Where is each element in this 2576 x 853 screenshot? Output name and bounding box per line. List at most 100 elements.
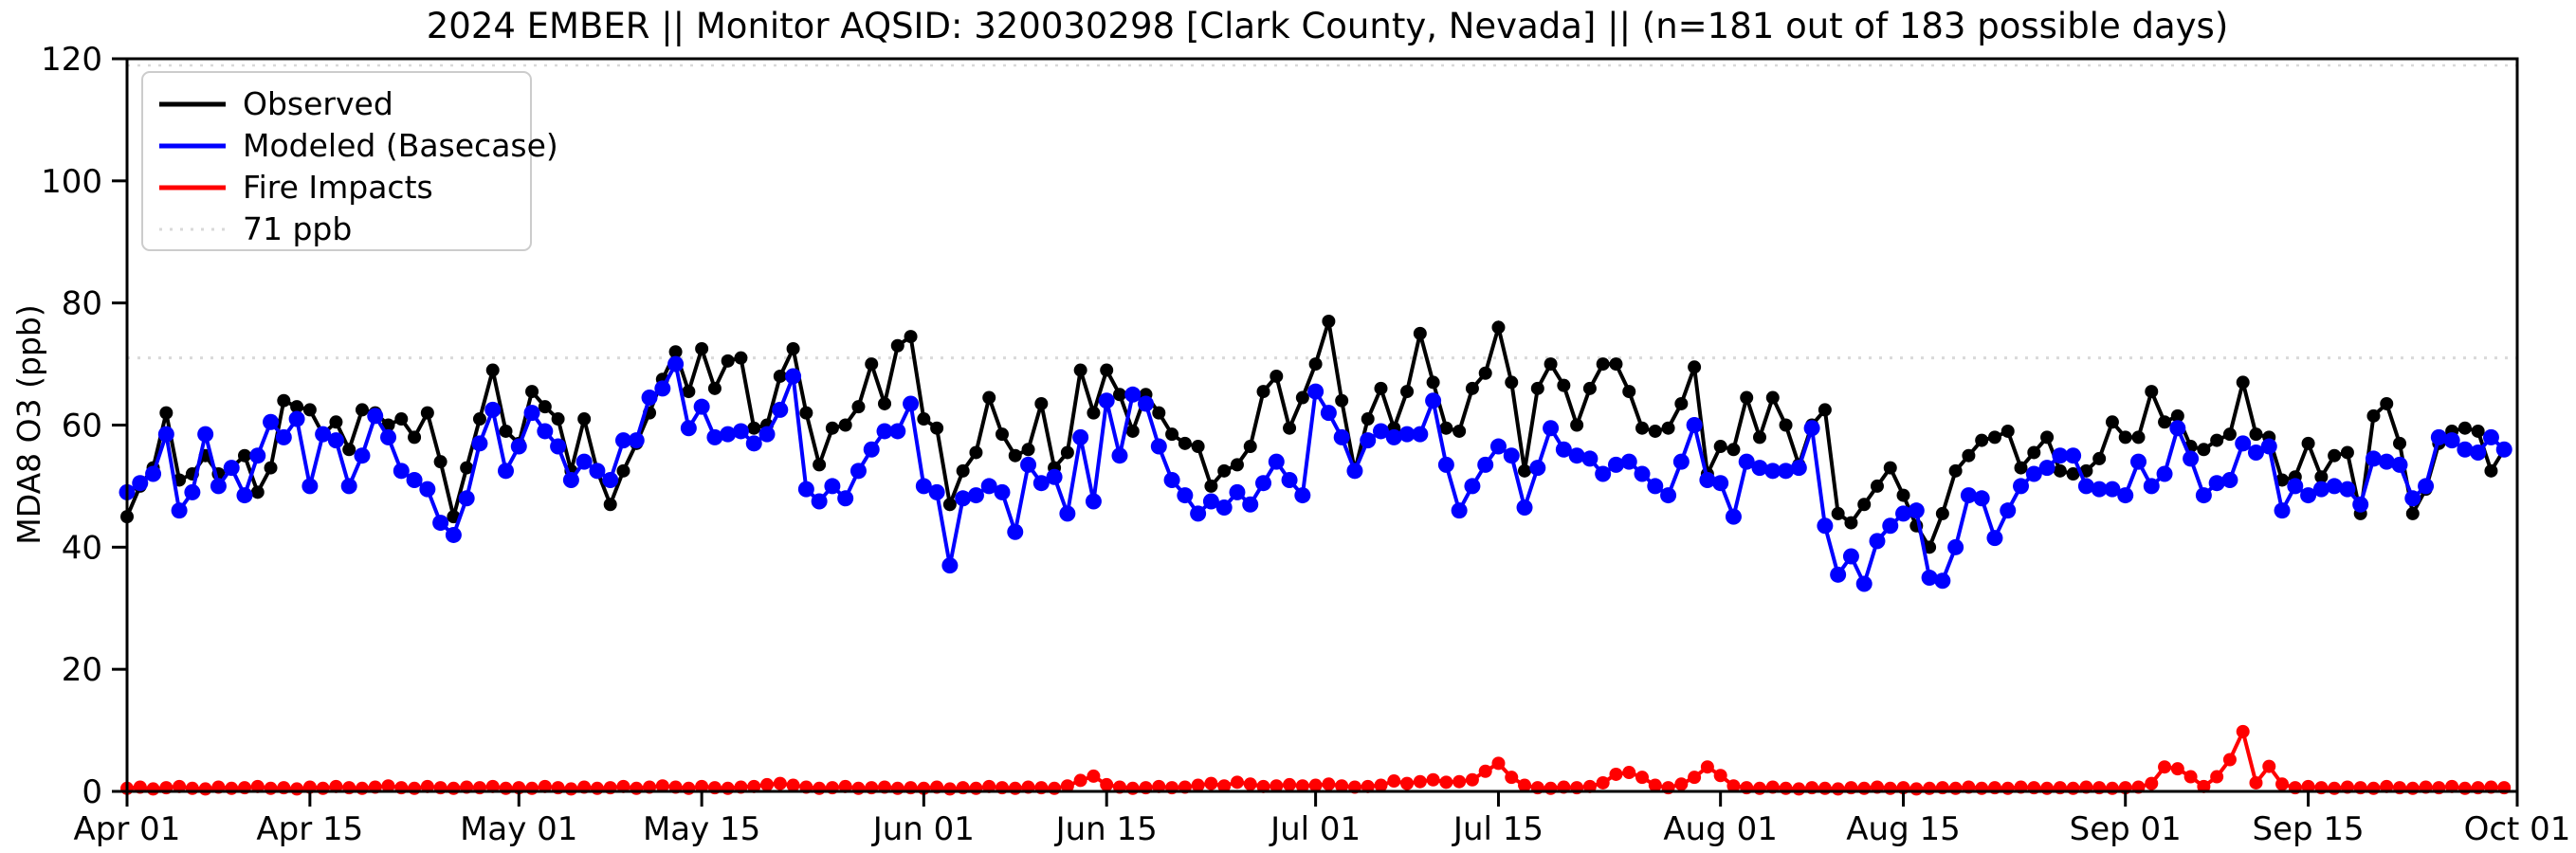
data-point bbox=[1270, 369, 1284, 383]
data-point bbox=[2405, 781, 2420, 795]
data-point bbox=[1165, 427, 1179, 442]
data-point bbox=[1661, 421, 1675, 435]
legend-label: Modeled (Basecase) bbox=[243, 127, 558, 164]
data-point bbox=[1374, 778, 1388, 792]
x-tick-label: Sep 01 bbox=[2070, 810, 2182, 848]
data-point bbox=[1688, 360, 1702, 374]
data-point bbox=[2326, 478, 2343, 495]
data-point bbox=[1712, 475, 1729, 492]
data-point bbox=[2430, 428, 2447, 445]
data-point bbox=[1923, 540, 1937, 554]
data-point bbox=[1634, 465, 1651, 482]
x-tick-label: Oct 01 bbox=[2464, 810, 2571, 848]
data-point bbox=[917, 412, 931, 426]
data-point bbox=[458, 490, 475, 507]
data-point bbox=[1295, 779, 1309, 793]
data-point bbox=[850, 463, 867, 480]
data-point bbox=[2183, 770, 2198, 784]
y-tick-label: 100 bbox=[41, 163, 102, 201]
data-point bbox=[250, 485, 265, 499]
y-tick-label: 120 bbox=[41, 41, 102, 79]
data-point bbox=[1752, 781, 1766, 795]
data-point bbox=[1908, 502, 1925, 519]
data-point bbox=[538, 779, 552, 793]
data-point bbox=[915, 478, 932, 495]
data-point bbox=[1439, 775, 1453, 789]
data-point bbox=[1790, 460, 1807, 477]
data-point bbox=[1215, 499, 1233, 516]
data-point bbox=[288, 410, 305, 427]
data-point bbox=[1177, 487, 1194, 504]
data-point bbox=[184, 483, 201, 500]
data-point bbox=[982, 779, 996, 793]
data-point bbox=[2221, 471, 2238, 488]
data-point bbox=[2340, 445, 2354, 460]
data-point bbox=[838, 418, 852, 432]
data-point bbox=[157, 426, 174, 443]
data-point bbox=[2300, 487, 2317, 504]
data-point bbox=[1190, 505, 1207, 522]
data-point bbox=[682, 781, 696, 795]
data-point bbox=[1882, 517, 1899, 535]
data-point bbox=[2040, 781, 2055, 795]
data-point bbox=[813, 781, 827, 795]
data-point bbox=[2366, 408, 2381, 423]
data-point bbox=[2183, 450, 2200, 467]
data-point bbox=[1620, 453, 1637, 470]
data-point bbox=[277, 393, 291, 408]
data-point bbox=[1125, 424, 1140, 438]
data-point bbox=[1204, 776, 1218, 790]
data-point bbox=[132, 475, 149, 492]
data-point bbox=[1255, 475, 1272, 492]
data-point bbox=[523, 405, 540, 422]
data-point bbox=[408, 781, 422, 795]
data-point bbox=[1150, 438, 1167, 455]
data-point bbox=[1217, 463, 1232, 478]
y-tick-label: 60 bbox=[62, 408, 102, 445]
x-tick-label: Aug 15 bbox=[1846, 810, 1960, 848]
data-point bbox=[499, 424, 513, 438]
data-point bbox=[1713, 440, 1727, 454]
data-point bbox=[2391, 456, 2408, 473]
data-point bbox=[1283, 777, 1297, 791]
data-point bbox=[342, 443, 356, 457]
data-point bbox=[1230, 775, 1244, 789]
data-point bbox=[1975, 781, 1989, 795]
data-point bbox=[2235, 435, 2252, 452]
data-point bbox=[851, 400, 866, 414]
data-point bbox=[2380, 396, 2394, 410]
data-point bbox=[1478, 764, 1492, 778]
data-point bbox=[1648, 424, 1662, 438]
data-point bbox=[1831, 782, 1845, 796]
data-point bbox=[1844, 516, 1858, 530]
data-point bbox=[329, 779, 343, 793]
data-point bbox=[2013, 478, 2030, 495]
data-point bbox=[537, 423, 554, 440]
data-point bbox=[1243, 777, 1257, 791]
data-point bbox=[1439, 421, 1453, 435]
data-point bbox=[445, 526, 462, 543]
data-point bbox=[668, 345, 683, 359]
data-point bbox=[525, 385, 539, 399]
data-point bbox=[408, 430, 422, 445]
data-point bbox=[419, 481, 436, 498]
data-point bbox=[1360, 432, 1377, 449]
data-point bbox=[1425, 392, 1442, 409]
data-point bbox=[2117, 487, 2134, 504]
data-point bbox=[616, 463, 630, 478]
data-point bbox=[837, 490, 854, 507]
data-point bbox=[772, 401, 789, 418]
data-point bbox=[2001, 781, 2015, 795]
data-point bbox=[2352, 496, 2369, 513]
data-point bbox=[734, 351, 748, 365]
data-point bbox=[2301, 436, 2315, 450]
legend: Observed Modeled (Basecase) Fire Impacts 71… bbox=[141, 71, 558, 251]
data-point bbox=[1857, 781, 1872, 795]
data-point bbox=[1648, 778, 1662, 792]
data-point bbox=[562, 471, 579, 488]
data-point bbox=[159, 406, 174, 420]
data-point bbox=[1503, 447, 1520, 464]
data-point bbox=[838, 779, 852, 793]
y-tick-label: 40 bbox=[62, 529, 102, 567]
data-point bbox=[2328, 781, 2342, 795]
